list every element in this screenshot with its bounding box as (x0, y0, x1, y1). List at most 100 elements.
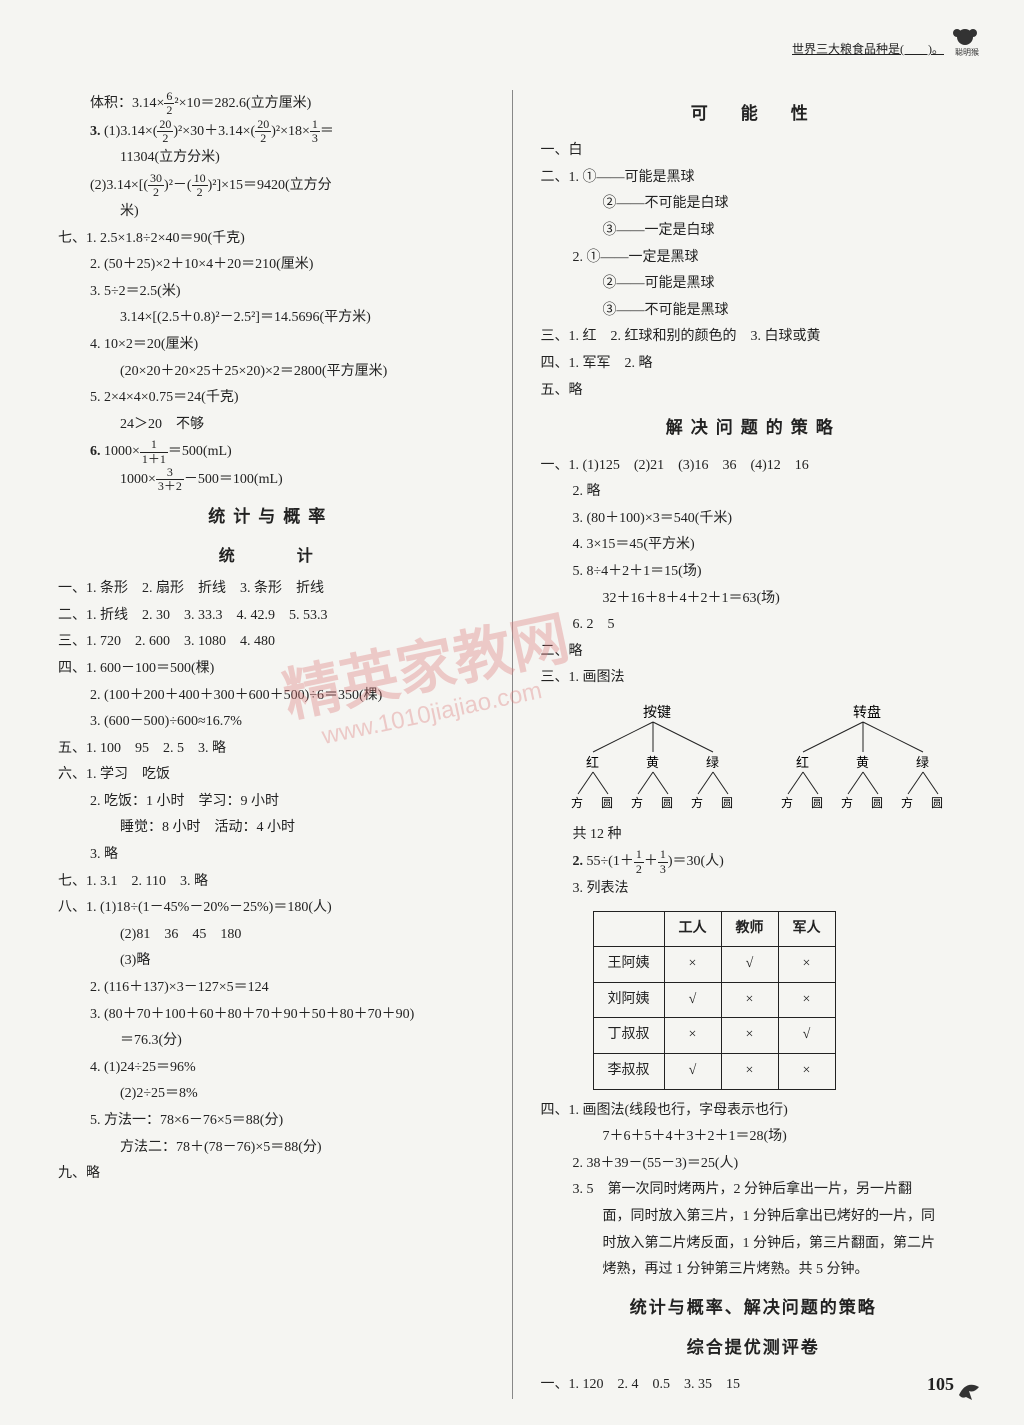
svg-text:绿: 绿 (916, 755, 929, 770)
svg-text:圆: 圆 (721, 796, 733, 810)
text-line: 2. (100＋200＋400＋300＋600＋500)÷6＝350(棵) (90, 683, 492, 710)
two-column-layout: 体积：3.14×62²×10＝282.6(立方厘米) 3. (1)3.14×(2… (50, 90, 974, 1399)
section-title: 可 能 性 (533, 98, 975, 130)
text-line: 四、1. 600－100＝500(棵) (58, 656, 492, 683)
tree-node: 转盘 (853, 704, 881, 721)
table-row: 王阿姨×√× (593, 947, 835, 983)
monkey-icon: 聪明猴 (951, 25, 979, 57)
text-line: ③——一定是白球 (603, 218, 975, 245)
text-line: 3.14×[(2.5＋0.8)²－2.5²]＝14.5696(平方米) (120, 305, 492, 332)
svg-text:黄: 黄 (646, 755, 659, 770)
text-line: 2. ①——一定是黑球 (573, 245, 975, 272)
text-line: 一、1. (1)125 (2)21 (3)16 36 (4)12 16 (541, 453, 975, 480)
text-line: 3. (80＋70＋100＋60＋80＋70＋90＋50＋80＋70＋90) (90, 1002, 492, 1029)
text-line: 3. 5 第一次同时烤两片，2 分钟后拿出一片，另一片翻 (573, 1177, 975, 1204)
text-line: (20×20＋20×25＋25×20)×2＝2800(平方厘米) (120, 359, 492, 386)
svg-text:绿: 绿 (706, 755, 719, 770)
table-cell: 军人 (778, 911, 835, 947)
table-row: 丁叔叔××√ (593, 1018, 835, 1054)
text-line: 4. (1)24÷25＝96% (90, 1055, 492, 1082)
text-line: 3. 5÷2＝2.5(米) (90, 279, 492, 306)
svg-text:方: 方 (571, 795, 583, 810)
svg-text:方: 方 (781, 795, 793, 810)
text-line: ＝76.3(分) (120, 1028, 492, 1055)
text-line: ②——不可能是白球 (603, 191, 975, 218)
text-line: 4. 3×15＝45(平方米) (573, 532, 975, 559)
text-line: ③——不可能是黑球 (603, 298, 975, 325)
text-line: 体积：3.14×62²×10＝282.6(立方厘米) (90, 90, 492, 118)
svg-text:黄: 黄 (856, 755, 869, 770)
text-line: 共 12 种 (573, 822, 975, 849)
text-line: 3. (600－500)÷600≈16.7% (90, 709, 492, 736)
text-line: 11304(立方分米) (120, 145, 492, 172)
text-line: 一、白 (541, 138, 975, 165)
text-line: 3. 略 (90, 842, 492, 869)
text-line: 六、1. 学习 吃饭 (58, 762, 492, 789)
svg-text:方: 方 (841, 795, 853, 810)
svg-text:方: 方 (631, 795, 643, 810)
svg-text:圆: 圆 (661, 796, 673, 810)
sub-title: 统 计 (50, 542, 492, 572)
text-line: 四、1. 画图法(线段也行，字母表示也行) (541, 1098, 975, 1125)
text-line: (2)81 36 45 180 (120, 922, 492, 949)
header-note: 世界三大粮食品种是( )。 (792, 40, 944, 57)
text-line: 七、1. 2.5×1.8÷2×40＝90(千克) (58, 226, 492, 253)
text-line: 一、1. 条形 2. 扇形 折线 3. 条形 折线 (58, 576, 492, 603)
text-line: 24＞20 不够 (120, 412, 492, 439)
text-line: 时放入第二片烤反面，1 分钟后，第三片翻面，第二片 (603, 1231, 975, 1258)
left-column: 体积：3.14×62²×10＝282.6(立方厘米) 3. (1)3.14×(2… (50, 90, 492, 1399)
text-line: 6. 1000×11＋1＝500(mL) (90, 438, 492, 466)
text-line: 2. 吃饭：1 小时 学习：9 小时 (90, 789, 492, 816)
text-line: (2)2÷25＝8% (120, 1081, 492, 1108)
text-line: 烤熟，再过 1 分钟第三片烤熟。共 5 分钟。 (603, 1257, 975, 1284)
text-line: 2. 略 (573, 479, 975, 506)
svg-text:方: 方 (901, 795, 913, 810)
section-title: 统计与概率、解决问题的策略 (533, 1292, 975, 1324)
dolphin-icon (954, 1375, 984, 1405)
text-line: 2. (116＋137)×3－127×5＝124 (90, 975, 492, 1002)
table-cell (593, 911, 664, 947)
text-line: 九、略 (58, 1161, 492, 1188)
table-row: 李叔叔√×× (593, 1053, 835, 1089)
text-line: 米) (120, 199, 492, 226)
svg-text:圆: 圆 (811, 796, 823, 810)
text-line: 方法二：78＋(78－76)×5＝88(分) (120, 1135, 492, 1162)
svg-text:圆: 圆 (871, 796, 883, 810)
tree-node: 按键 (643, 705, 671, 721)
text-line: 七、1. 3.1 2. 110 3. 略 (58, 869, 492, 896)
column-divider (512, 90, 513, 1399)
text-line: 一、1. 120 2. 4 0.5 3. 35 15 (541, 1372, 975, 1399)
text-line: 二、1. ①——可能是黑球 (541, 165, 975, 192)
text-line: 2. 55÷(1＋12＋13)＝30(人) (573, 848, 975, 876)
section-title: 统计与概率 (50, 501, 492, 533)
text-line: 1000×33＋2－500＝100(mL) (120, 466, 492, 494)
text-line: 八、1. (1)18÷(1－45%－20%－25%)＝180(人) (58, 895, 492, 922)
table-row: 工人 教师 军人 (593, 911, 835, 947)
section-title: 解决问题的策略 (533, 412, 975, 444)
text-line: 6. 2 5 (573, 612, 975, 639)
text-line: 三、1. 画图法 (541, 665, 975, 692)
page-number: 105 (927, 1374, 954, 1395)
table-row: 刘阿姨√×× (593, 982, 835, 1018)
text-line: 4. 10×2＝20(厘米) (90, 332, 492, 359)
table-cell: 工人 (664, 911, 721, 947)
text-line: 面，同时放入第三片，1 分钟后拿出已烤好的一片，同 (603, 1204, 975, 1231)
text-line: 5. 2×4×4×0.75＝24(千克) (90, 385, 492, 412)
section-title: 综合提优测评卷 (533, 1332, 975, 1364)
table-cell: 教师 (721, 911, 778, 947)
text-line: 3. (80＋100)×3＝540(千米) (573, 506, 975, 533)
text-line: (2)3.14×[(302)²－(102)²]×15＝9420(立方分 (90, 172, 492, 200)
text-line: 3. 列表法 (573, 876, 975, 903)
text-line: 五、1. 100 95 2. 5 3. 略 (58, 736, 492, 763)
text-line: 二、1. 折线 2. 30 3. 33.3 4. 42.9 5. 53.3 (58, 603, 492, 630)
svg-text:方: 方 (691, 795, 703, 810)
svg-text:红: 红 (586, 755, 599, 770)
text-line: 2. 38＋39－(55－3)＝25(人) (573, 1151, 975, 1178)
text-line: (3)略 (120, 948, 492, 975)
text-line: 5. 方法一：78×6－76×5＝88(分) (90, 1108, 492, 1135)
right-column: 可 能 性 一、白 二、1. ①——可能是黑球 ②——不可能是白球 ③——一定是… (533, 90, 975, 1399)
text-line: 5. 8÷4＋2＋1＝15(场) (573, 559, 975, 586)
text-line: 五、略 (541, 378, 975, 405)
svg-text:红: 红 (796, 755, 809, 770)
tree-diagram: 按键 转盘 红 黄 绿 红 黄 绿 方 圆 (553, 702, 975, 812)
